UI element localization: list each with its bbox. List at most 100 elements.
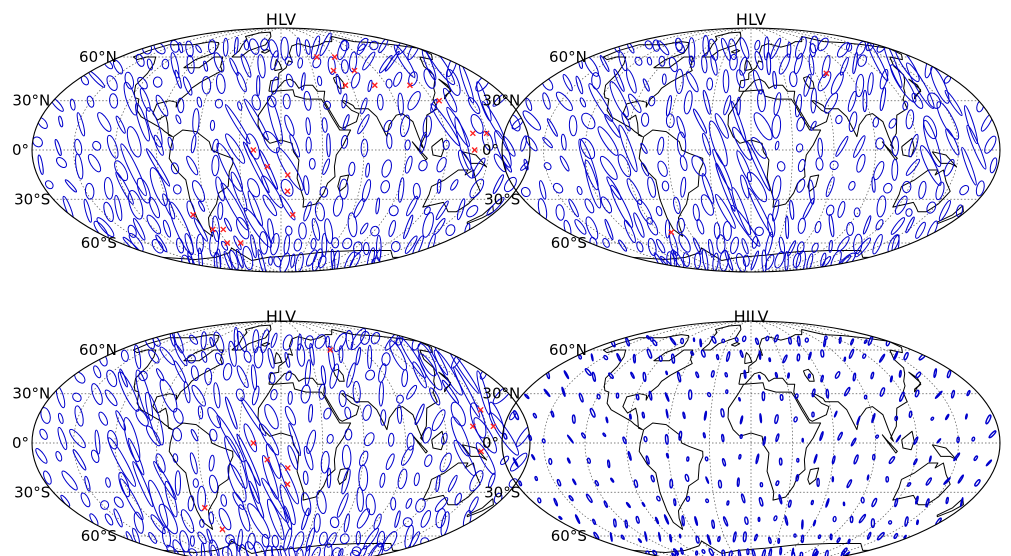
coastline <box>231 31 272 58</box>
error-ellipse <box>103 176 114 200</box>
error-ellipse <box>162 219 172 238</box>
error-ellipse <box>578 138 599 191</box>
coastline <box>602 41 694 138</box>
error-ellipse <box>842 501 846 507</box>
meridian-line <box>73 28 282 272</box>
error-ellipse <box>713 222 721 240</box>
error-ellipse <box>186 54 195 74</box>
error-ellipse <box>754 226 764 237</box>
error-ellipse <box>242 245 254 271</box>
outlier-marker <box>284 188 291 195</box>
error-ellipse <box>579 137 596 160</box>
error-ellipse <box>830 71 844 95</box>
error-ellipse <box>433 349 463 396</box>
error-ellipse <box>721 549 726 556</box>
error-ellipse <box>831 476 835 483</box>
coastline <box>168 422 234 530</box>
coastline <box>411 434 428 454</box>
error-ellipse <box>332 547 342 556</box>
error-ellipse <box>778 457 783 466</box>
error-ellipse <box>964 413 968 420</box>
error-ellipse <box>788 336 792 345</box>
error-ellipse <box>179 530 190 553</box>
error-ellipse <box>787 240 797 257</box>
error-ellipse <box>123 417 141 463</box>
error-ellipse <box>889 375 893 383</box>
error-ellipse <box>597 126 619 156</box>
error-ellipse <box>376 530 386 548</box>
error-ellipse <box>768 548 773 556</box>
error-ellipse <box>797 158 806 173</box>
error-ellipse <box>96 217 115 238</box>
error-ellipse <box>765 335 770 342</box>
error-ellipse <box>853 454 859 465</box>
error-ellipse <box>224 104 251 145</box>
error-ellipse <box>891 135 900 157</box>
error-ellipse <box>412 182 421 200</box>
error-ellipse <box>39 428 48 440</box>
meridian-line <box>750 321 918 556</box>
error-ellipse <box>104 513 114 526</box>
error-ellipse <box>470 113 484 134</box>
error-ellipse <box>908 410 913 419</box>
error-ellipse <box>807 373 811 379</box>
error-ellipse <box>741 238 749 255</box>
error-ellipse <box>119 368 128 388</box>
error-ellipse <box>664 219 671 239</box>
error-ellipse <box>773 515 778 522</box>
error-ellipse <box>436 156 447 173</box>
error-ellipse <box>388 205 399 217</box>
error-ellipse <box>318 531 328 546</box>
error-ellipse <box>730 100 747 143</box>
panel-title: HLV <box>266 10 296 29</box>
error-ellipse <box>167 136 174 151</box>
error-ellipse <box>966 124 987 170</box>
error-ellipse <box>236 330 247 353</box>
error-ellipse <box>200 542 206 556</box>
error-ellipse <box>652 549 658 556</box>
error-ellipse <box>720 37 731 61</box>
error-ellipse <box>692 203 700 222</box>
coastline <box>901 430 915 451</box>
error-ellipse <box>170 162 180 175</box>
outlier-marker <box>224 240 231 247</box>
error-ellipse <box>430 98 438 113</box>
error-ellipse <box>469 470 484 492</box>
error-ellipse <box>192 108 200 135</box>
error-ellipse <box>606 459 611 469</box>
error-ellipse <box>257 54 266 79</box>
error-ellipse <box>348 51 358 73</box>
error-ellipse <box>133 344 142 370</box>
error-ellipse <box>404 235 418 254</box>
error-ellipse <box>746 141 771 192</box>
error-ellipse <box>637 199 653 225</box>
error-ellipse <box>397 468 408 490</box>
error-ellipse <box>794 393 799 400</box>
error-ellipse <box>876 531 885 541</box>
error-ellipse <box>446 106 470 147</box>
error-ellipse <box>584 198 595 214</box>
latitude-label: 0° <box>12 434 29 452</box>
error-ellipse <box>450 179 459 191</box>
error-ellipse <box>673 498 677 507</box>
error-ellipse <box>69 98 76 111</box>
error-ellipse <box>617 154 632 178</box>
error-ellipse <box>365 542 383 556</box>
error-ellipse <box>988 430 997 439</box>
error-ellipse <box>654 516 660 525</box>
error-ellipse <box>303 201 312 222</box>
error-ellipse <box>652 39 661 52</box>
error-ellipse <box>833 410 838 418</box>
error-ellipse <box>350 549 360 556</box>
error-ellipse <box>887 520 893 525</box>
error-ellipse <box>682 252 691 267</box>
coastline <box>802 368 815 382</box>
error-ellipse <box>360 330 371 345</box>
error-ellipse <box>379 472 386 488</box>
error-ellipse <box>723 95 732 116</box>
error-ellipse <box>959 184 970 196</box>
error-ellipse <box>834 371 841 379</box>
error-ellipse <box>705 498 710 504</box>
error-ellipse <box>702 432 706 439</box>
error-ellipse <box>376 93 384 111</box>
